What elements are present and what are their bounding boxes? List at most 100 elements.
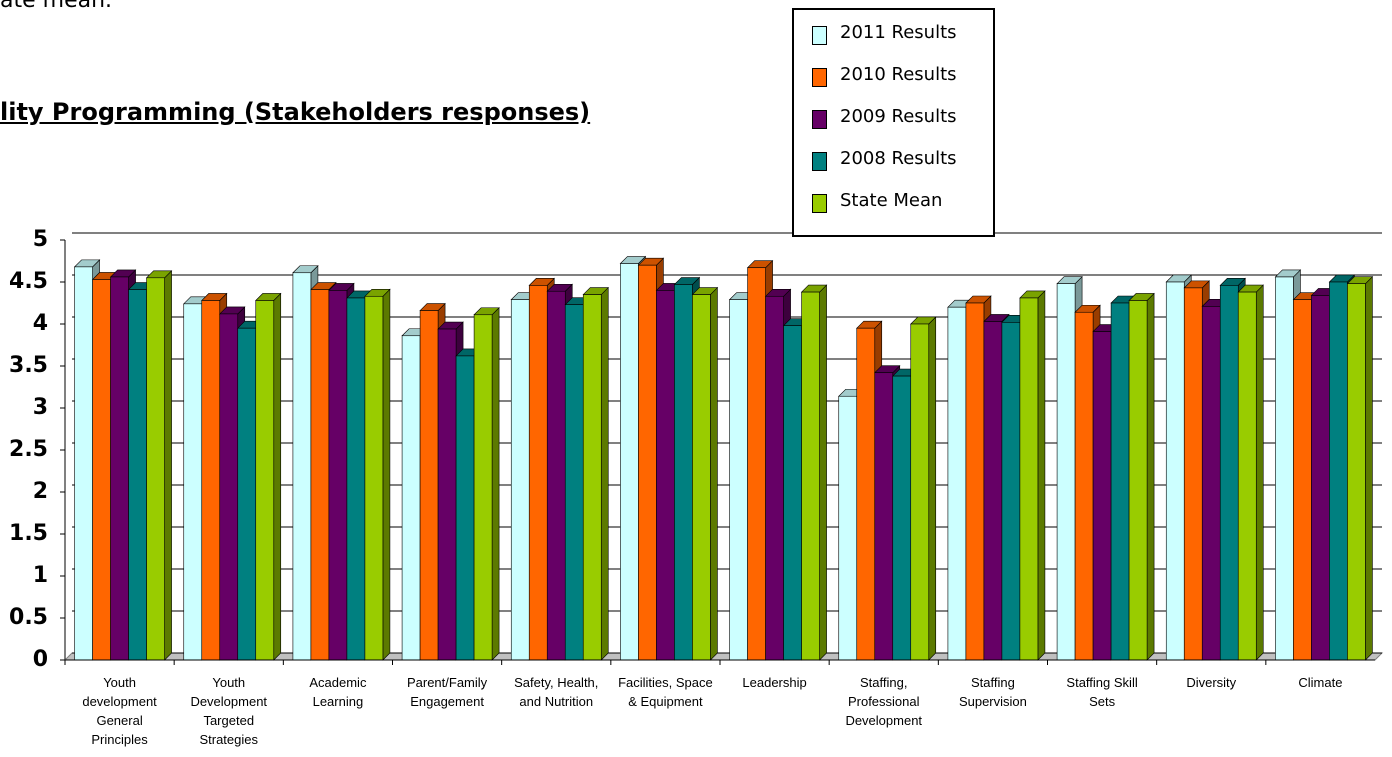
- bar: [729, 299, 748, 661]
- bar: [674, 284, 693, 661]
- legend-label: 2008 Results: [840, 148, 957, 169]
- bar: [437, 328, 457, 661]
- bar: [783, 325, 802, 661]
- bar: [401, 335, 421, 661]
- bar-side: [1146, 292, 1155, 661]
- bar: [1311, 295, 1330, 661]
- y-tick-label: 3: [33, 395, 48, 420]
- legend-label: State Mean: [840, 190, 943, 211]
- bar-side: [819, 284, 827, 661]
- bar: [1329, 281, 1348, 661]
- bar: [1056, 283, 1076, 661]
- bar: [747, 267, 766, 661]
- bar: [910, 323, 930, 661]
- bar: [546, 290, 566, 661]
- bar: [1001, 322, 1021, 661]
- bar: [510, 299, 530, 661]
- bar: [201, 300, 221, 661]
- x-tick-label: Safety, Health, and Nutrition: [514, 675, 599, 709]
- legend: 2011 Results 2010 Results 2009 Results 2008…: [792, 8, 995, 237]
- x-tick-label: Climate: [1298, 675, 1343, 690]
- bar: [1275, 276, 1294, 661]
- legend-swatch: [812, 26, 827, 45]
- y-tick-label: 0.5: [9, 605, 48, 630]
- y-tick-label: 3.5: [9, 353, 48, 378]
- x-tick-label: Staffing Skill Sets: [1066, 675, 1138, 709]
- legend-swatch: [812, 194, 827, 213]
- bar-side: [1255, 284, 1264, 661]
- x-tick-label: Diversity: [1186, 675, 1237, 690]
- text-fragment: ate mean.: [0, 0, 113, 13]
- bar: [692, 294, 711, 661]
- bar: [1128, 300, 1148, 661]
- y-tick-label: 4: [33, 311, 48, 336]
- x-tick-label: Parent/Family Engagement: [406, 675, 488, 709]
- bar: [455, 355, 475, 661]
- bar: [983, 321, 1003, 661]
- bar: [1183, 287, 1203, 661]
- bar: [1201, 306, 1221, 661]
- bar: [146, 277, 165, 661]
- bar: [1237, 291, 1257, 661]
- x-tick-label: Leadership: [742, 675, 807, 690]
- y-tick-label: 5: [33, 227, 48, 252]
- bar-side: [1365, 275, 1373, 661]
- x-tick-label: Staffing, Professional Development: [845, 675, 923, 728]
- y-tick-label: 4.5: [9, 269, 48, 294]
- legend-label: 2011 Results: [840, 22, 957, 43]
- bar: [1074, 311, 1094, 661]
- y-tick-label: 2.5: [9, 437, 48, 462]
- x-tick-label: Facilities, Space & Equipment: [618, 675, 713, 709]
- legend-swatch: [812, 110, 827, 129]
- bar: [874, 372, 894, 661]
- bar: [638, 264, 657, 661]
- bar: [656, 290, 675, 661]
- legend-label: 2010 Results: [840, 64, 957, 85]
- y-tick-label: 2: [33, 479, 48, 504]
- bar: [328, 290, 348, 661]
- bar: [838, 395, 858, 661]
- y-tick-label: 1: [33, 563, 48, 588]
- bar: [1110, 302, 1130, 661]
- y-tick-label: 0: [33, 647, 48, 672]
- bar: [419, 310, 439, 661]
- bar: [110, 276, 129, 661]
- bar: [219, 313, 239, 661]
- bar: [1219, 285, 1239, 661]
- x-tick-label: Youth Development Targeted Strategies: [190, 675, 268, 747]
- bar-side: [273, 292, 282, 661]
- bar-side: [710, 286, 718, 661]
- bar: [346, 297, 366, 661]
- bar: [473, 314, 493, 661]
- bar: [183, 303, 203, 661]
- bar-side: [928, 316, 937, 661]
- bar: [128, 289, 147, 661]
- bar-side: [1037, 290, 1046, 661]
- legend-swatch: [812, 152, 827, 171]
- y-tick-label: 1.5: [9, 521, 48, 546]
- bar: [564, 304, 584, 661]
- bar: [965, 302, 985, 661]
- bar-side: [164, 270, 172, 661]
- bar: [620, 263, 639, 661]
- bar: [1165, 281, 1185, 661]
- bar: [92, 279, 111, 661]
- bar-side: [491, 307, 500, 661]
- bar: [364, 295, 384, 661]
- x-tick-label: Youth development General Principles: [82, 675, 157, 747]
- bar: [1019, 297, 1039, 661]
- bar-side: [382, 288, 391, 661]
- bar: [765, 295, 784, 661]
- x-tick-label: Academic Learning: [309, 675, 367, 709]
- bar: [1347, 283, 1366, 661]
- bar-side: [600, 286, 609, 661]
- bar: [528, 285, 548, 661]
- bar: [1092, 331, 1112, 661]
- bar: [947, 306, 967, 661]
- bar: [74, 266, 93, 661]
- bar: [892, 375, 912, 661]
- bar: [237, 327, 257, 661]
- bar: [582, 294, 602, 661]
